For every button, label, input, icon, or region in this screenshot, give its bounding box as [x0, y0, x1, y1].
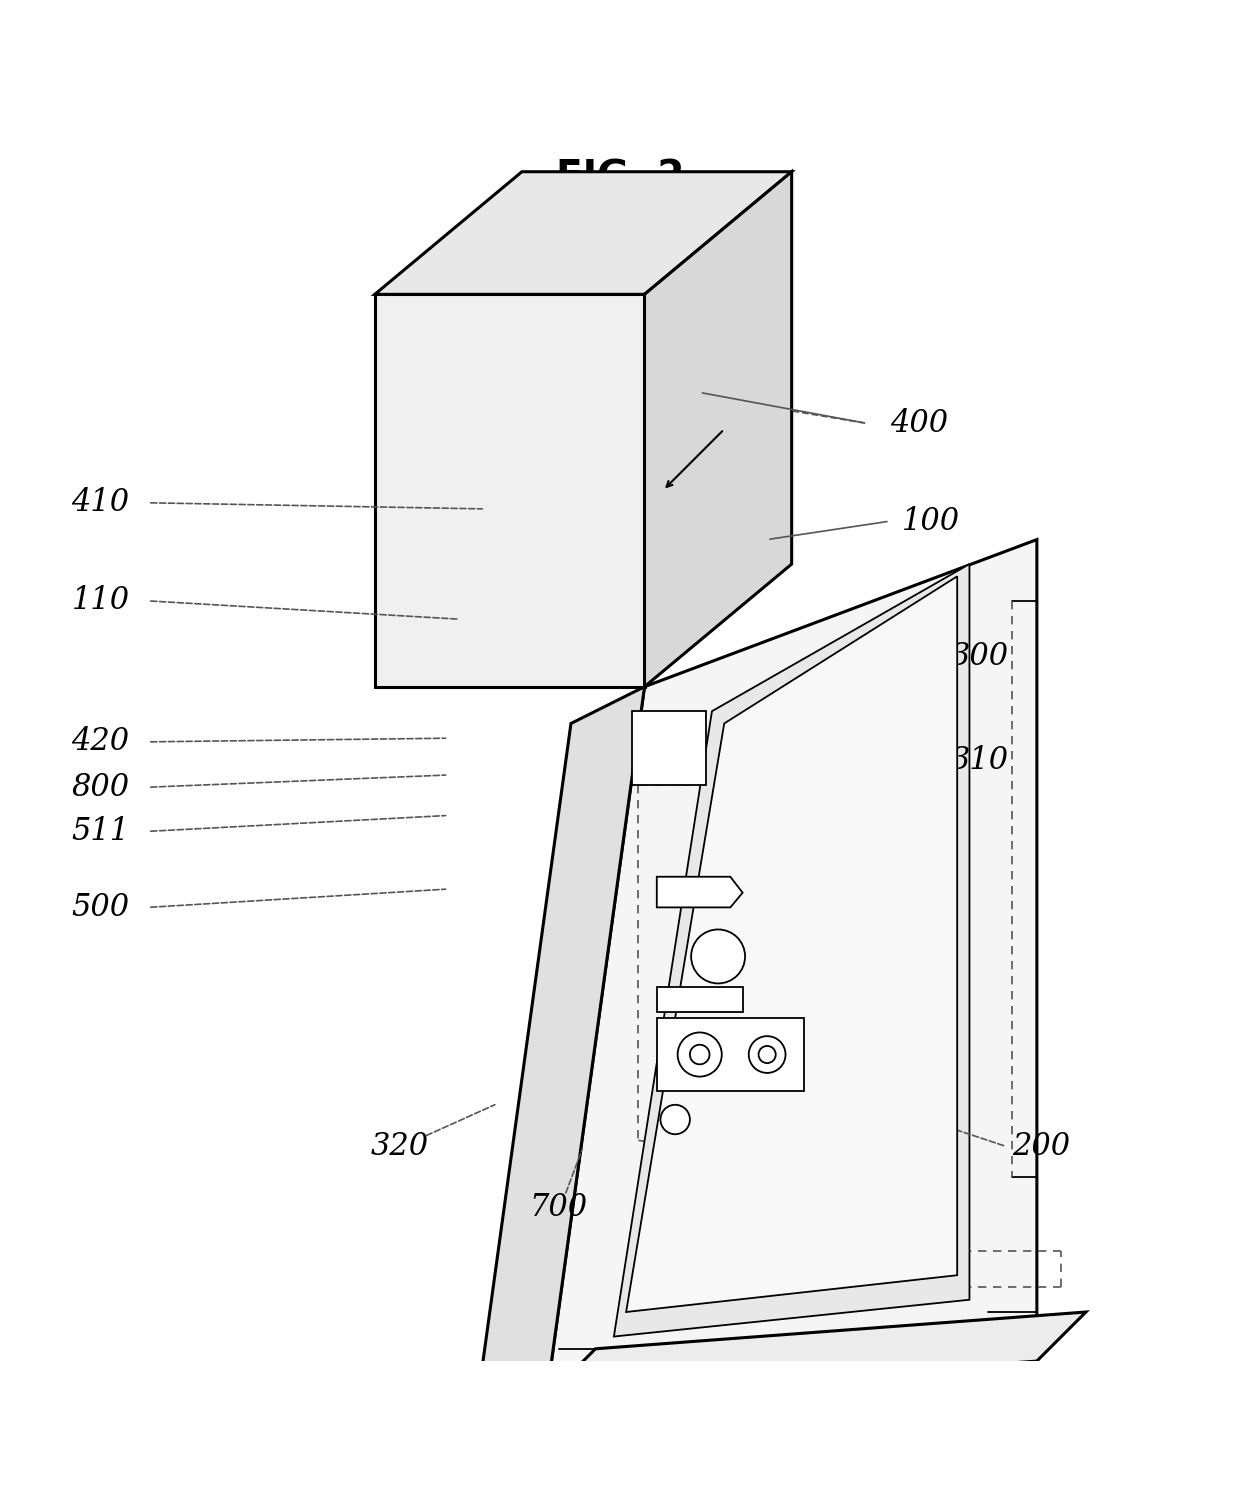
Text: 420: 420: [72, 727, 129, 757]
Polygon shape: [632, 711, 706, 785]
Polygon shape: [657, 987, 743, 1011]
Polygon shape: [645, 172, 791, 687]
Text: FIG. 2: FIG. 2: [556, 159, 684, 197]
Circle shape: [759, 1046, 776, 1064]
Text: 410: 410: [72, 488, 129, 518]
Text: 400: 400: [890, 407, 947, 438]
Polygon shape: [547, 540, 1037, 1397]
Text: 800: 800: [72, 772, 129, 803]
Polygon shape: [626, 576, 957, 1312]
Text: 110: 110: [72, 585, 129, 616]
Polygon shape: [472, 687, 645, 1435]
Text: 500: 500: [72, 892, 129, 923]
Text: 300: 300: [951, 640, 1009, 672]
Polygon shape: [657, 1017, 804, 1091]
Text: 100: 100: [901, 506, 960, 537]
Text: 700: 700: [529, 1192, 588, 1224]
Text: 511: 511: [72, 815, 129, 847]
Circle shape: [689, 1044, 709, 1064]
Text: 200: 200: [1012, 1131, 1070, 1162]
Polygon shape: [547, 1312, 1086, 1397]
Circle shape: [661, 1106, 689, 1134]
Polygon shape: [657, 877, 743, 908]
Polygon shape: [374, 172, 791, 295]
Text: 320: 320: [371, 1131, 428, 1162]
Text: 310: 310: [951, 745, 1009, 776]
Circle shape: [677, 1032, 722, 1077]
Polygon shape: [374, 295, 645, 687]
Polygon shape: [614, 564, 970, 1336]
Circle shape: [749, 1037, 785, 1073]
Circle shape: [691, 929, 745, 983]
